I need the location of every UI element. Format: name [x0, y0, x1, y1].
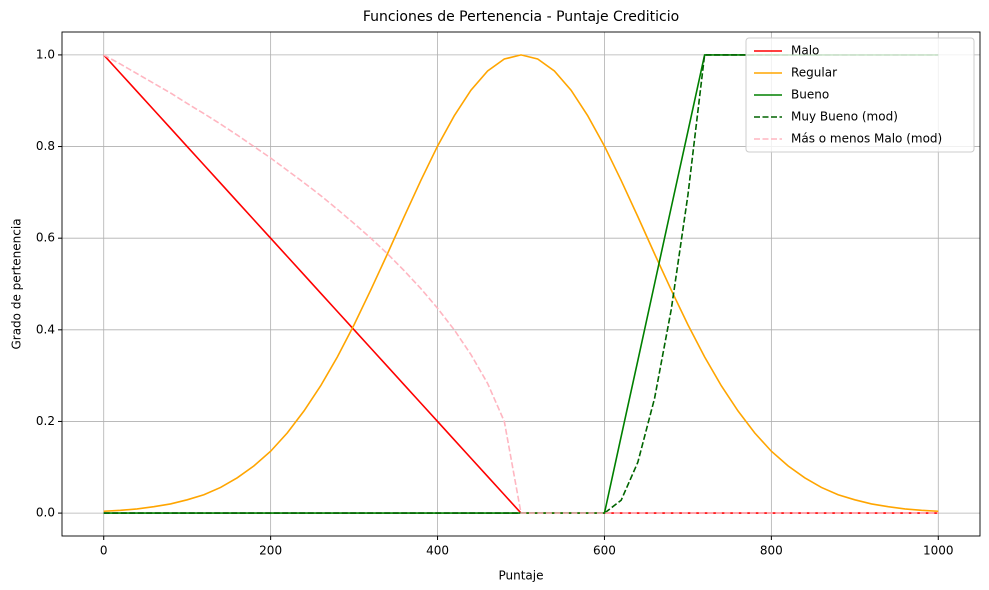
- x-tick-label: 600: [593, 544, 616, 558]
- y-tick-label: 1.0: [36, 47, 55, 61]
- x-tick-label: 800: [760, 544, 783, 558]
- x-tick-label: 400: [426, 544, 449, 558]
- legend-label: Regular: [791, 66, 837, 80]
- x-tick-label: 0: [100, 544, 108, 558]
- legend-label: Malo: [791, 44, 819, 58]
- x-axis-label: Puntaje: [498, 569, 543, 583]
- plot-frame: [61, 31, 981, 537]
- x-tick-label: 1000: [923, 544, 954, 558]
- y-tick-label: 0.8: [36, 139, 55, 153]
- y-tick-label: 0.4: [36, 322, 55, 336]
- y-tick-label: 0.6: [36, 231, 55, 245]
- legend-label: Bueno: [791, 88, 829, 102]
- legend-box: [745, 37, 975, 153]
- series-line: [103, 54, 939, 514]
- series-line: [103, 54, 939, 513]
- y-tick-label: 0.2: [36, 414, 55, 428]
- y-axis-label: Grado de pertenencia: [10, 218, 24, 349]
- y-tick-label: 0.0: [36, 506, 55, 520]
- x-tick-label: 200: [259, 544, 282, 558]
- legend-label: Muy Bueno (mod): [791, 110, 898, 124]
- chart-title: Funciones de Pertenencia - Puntaje Credi…: [363, 9, 679, 25]
- legend-label: Más o menos Malo (mod): [791, 132, 942, 146]
